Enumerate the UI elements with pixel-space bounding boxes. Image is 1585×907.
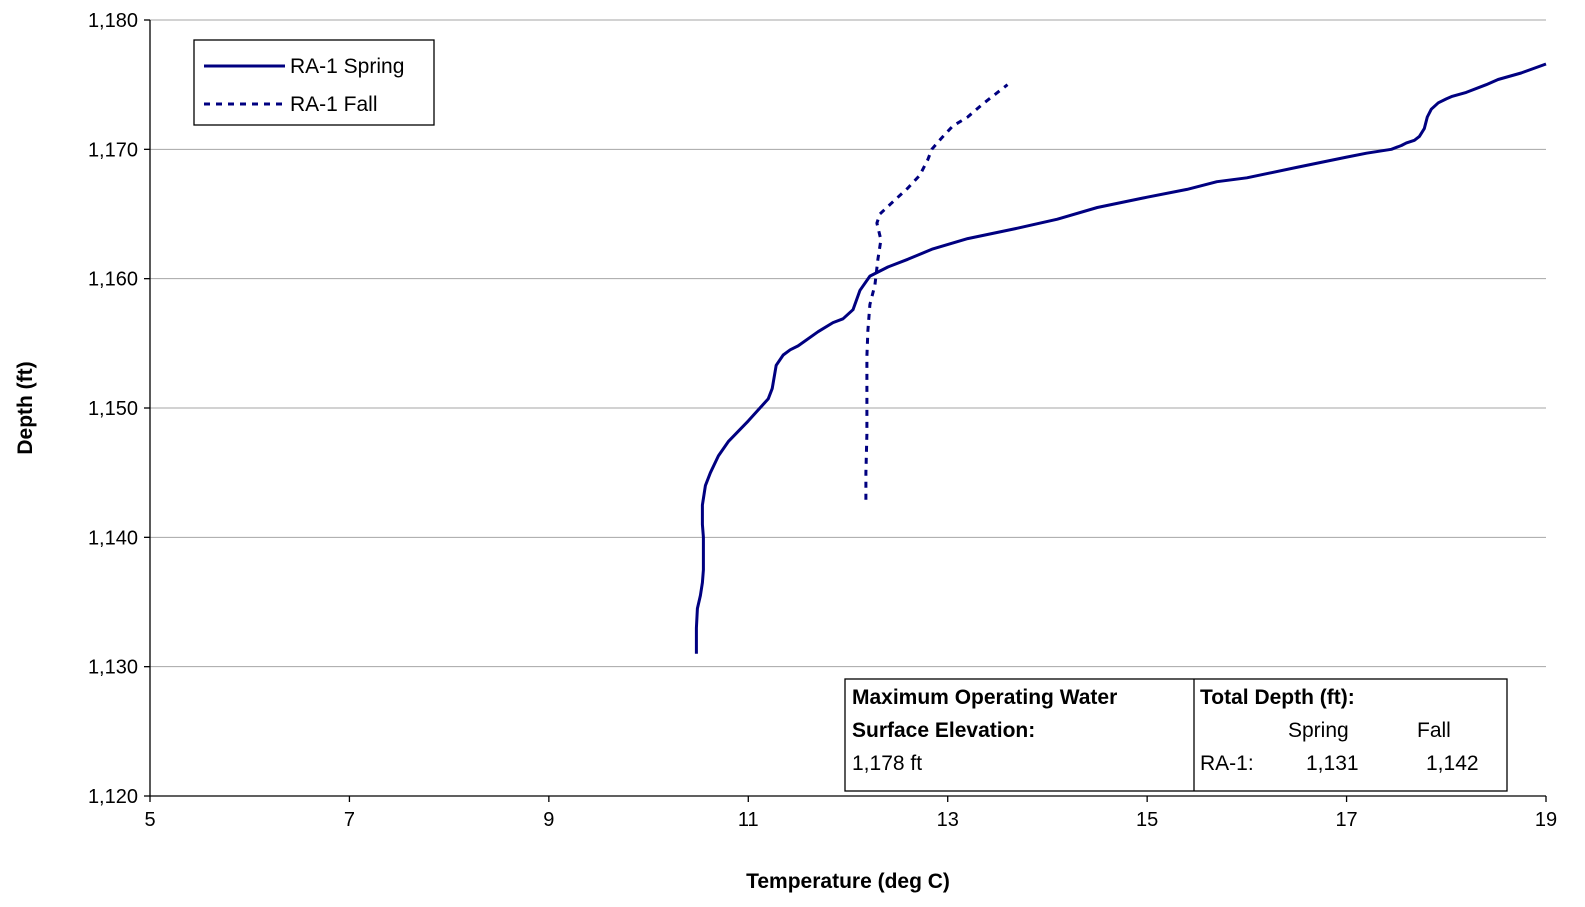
info-box: Maximum Operating Water Surface Elevatio… — [844, 678, 1508, 792]
series-line-fall — [864, 83, 1009, 500]
x-tick-label-5: 5 — [144, 809, 155, 831]
y-tick-label-1150: 1,150 — [88, 398, 138, 420]
axes — [144, 19, 1547, 802]
info-box-frame — [844, 678, 1508, 792]
series-lines — [694, 62, 1547, 654]
x-tick-label-7: 7 — [344, 809, 355, 831]
legend-box — [193, 39, 435, 126]
y-tick-label-1180: 1,180 — [88, 10, 138, 32]
gridlines — [150, 19, 1546, 668]
x-tick-label-15: 15 — [1136, 809, 1158, 831]
info-box-left-title-line2: Surface Elevation: — [852, 719, 1035, 742]
y-tick-label-1170: 1,170 — [88, 139, 138, 161]
info-box-spring-value: 1,131 — [1306, 752, 1359, 775]
info-box-row-label: RA-1: — [1200, 752, 1254, 775]
x-tick-label-13: 13 — [937, 809, 959, 831]
x-tick-labels: 5 7 9 11 13 15 17 19 — [144, 809, 1557, 831]
series-line-spring — [694, 62, 1547, 654]
x-tick-label-11: 11 — [738, 809, 759, 831]
y-tick-label-1160: 1,160 — [88, 269, 138, 291]
info-box-left-value: 1,178 ft — [852, 752, 922, 775]
legend: RA-1 Spring RA-1 Fall — [193, 39, 435, 126]
y-axis-title: Depth (ft) — [14, 361, 37, 454]
info-box-fall-value: 1,142 — [1426, 752, 1479, 775]
x-axis-title: Temperature (deg C) — [746, 870, 950, 893]
x-tick-label-19: 19 — [1535, 809, 1557, 831]
legend-label-fall: RA-1 Fall — [290, 93, 378, 116]
x-tick-label-9: 9 — [543, 809, 554, 831]
x-tick-label-17: 17 — [1335, 809, 1357, 831]
y-tick-label-1120: 1,120 — [88, 786, 138, 808]
info-box-col-spring: Spring — [1288, 719, 1349, 742]
info-box-left-title-line1: Maximum Operating Water — [852, 686, 1117, 709]
legend-label-spring: RA-1 Spring — [290, 55, 404, 78]
info-box-col-fall: Fall — [1417, 719, 1451, 742]
y-tick-labels: 1,120 1,130 1,140 1,150 1,160 1,170 1,180 — [88, 10, 138, 808]
y-tick-label-1130: 1,130 — [88, 657, 138, 679]
y-tick-label-1140: 1,140 — [88, 527, 138, 549]
info-box-right-title: Total Depth (ft): — [1200, 686, 1355, 709]
